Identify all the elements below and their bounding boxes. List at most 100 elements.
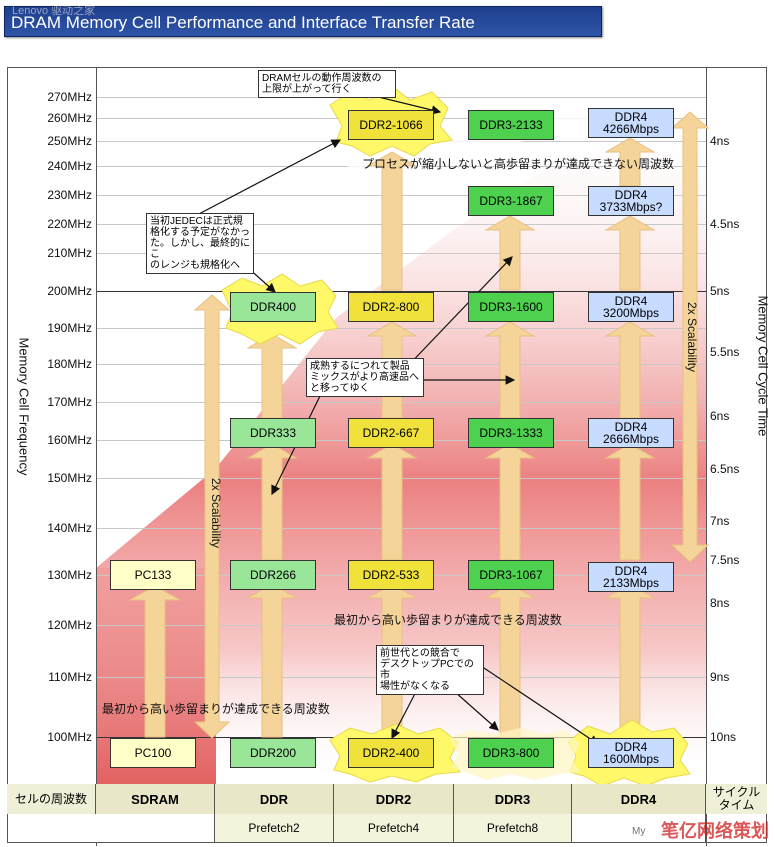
scalability-label-left: 2x Scalability [209, 477, 223, 549]
note-ceiling-line2: 上限が上がって行く [262, 84, 352, 95]
box-ddr4-1600-line2: 1600Mbps [602, 752, 660, 766]
mhz-tick: 130MHz [47, 568, 92, 582]
mhz-tick: 190MHz [47, 321, 92, 335]
box-ddr4-4266: DDR4 4266Mbps [588, 108, 674, 138]
grid-line-200 [96, 291, 706, 292]
box-ddr333: DDR333 [230, 418, 316, 448]
connector-maturity-up [403, 256, 513, 371]
ns-tick: 5ns [710, 284, 730, 298]
note-maturity-line3: と移ってゆく [310, 383, 370, 394]
ns-tick: 8ns [710, 596, 730, 610]
note-competition: 前世代との競合で デスクトップPCでの市 場性がなくなる [376, 645, 484, 695]
arrow-ddr2-4 [366, 151, 418, 291]
box-ddr400: DDR400 [230, 292, 316, 322]
prefetch-ddr4-empty [572, 814, 706, 842]
arrow-ddr4-4 [604, 215, 656, 291]
mhz-tick: 110MHz [48, 670, 92, 684]
note-jedec: 当初JEDECは正式規 格化する予定がなかっ た。しかし、最終的にこ のレンジも… [146, 213, 254, 274]
box-ddr4-1600-line1: DDR4 [614, 740, 648, 754]
box-ddr4-2133-line2: 2133Mbps [602, 576, 660, 590]
ns-tick: 7ns [710, 514, 730, 528]
watermark-small: My [632, 826, 646, 837]
gen-ddr4: DDR4 [572, 784, 706, 814]
watermark-bottom: 笔亿网络策划 [661, 821, 769, 841]
arrow-ddr4-1 [604, 583, 656, 738]
box-ddr4-2666-line2: 2666Mbps [602, 432, 660, 446]
box-ddr200: DDR200 [230, 738, 316, 768]
mhz-tick: 250MHz [47, 134, 92, 148]
note-maturity: 成熟するにつれて製品 ミックスがより高速品へ と移ってゆく [306, 358, 424, 397]
mhz-tick: 140MHz [47, 521, 92, 535]
gen-ddr3: DDR3 [454, 784, 572, 814]
note-ceiling-line1: DRAMセルの動作周波数の [262, 73, 382, 84]
box-pc133: PC133 [110, 560, 196, 590]
scalability-arrow-left [193, 294, 231, 739]
box-ddr266: DDR266 [230, 560, 316, 590]
arrow-ddr4-5 [604, 137, 656, 187]
box-ddr4-2666: DDR4 2666Mbps [588, 418, 674, 448]
arrow-sdram [128, 585, 182, 738]
box-ddr4-1600: DDR4 1600Mbps [588, 738, 674, 768]
ns-tick: 6ns [710, 409, 730, 423]
label-high-yield-mid: 最初から高い歩留まりが達成できる周波数 [334, 613, 562, 627]
scalability-arrow-right [670, 111, 710, 563]
mhz-tick: 180MHz [47, 357, 92, 371]
note-ceiling: DRAMセルの動作周波数の 上限が上がって行く [258, 70, 396, 98]
ns-tick: 9ns [710, 670, 730, 684]
arrow-ddr4-2 [604, 443, 656, 561]
box-ddr2-533: DDR2-533 [348, 560, 434, 590]
mhz-tick: 200MHz [47, 284, 92, 298]
note-jedec-line3: た。しかし、最終的にこ [150, 238, 250, 260]
mhz-tick: 210MHz [47, 246, 92, 260]
label-high-yield-low: 最初から高い歩留まりが達成できる周波数 [102, 702, 330, 716]
mhz-tick: 220MHz [47, 217, 92, 231]
box-ddr4-4266-line1: DDR4 [614, 110, 648, 124]
box-ddr4-3200-line1: DDR4 [614, 294, 648, 308]
scalability-label-right: 2x Scalability [685, 301, 699, 373]
box-ddr4-3733-line2: 3733Mbps? [599, 200, 663, 214]
box-ddr3-800: DDR3-800 [468, 738, 554, 768]
note-maturity-line2: ミックスがより高速品へ [310, 372, 419, 383]
gen-ddr2: DDR2 [334, 784, 454, 814]
arrow-ddr-3 [246, 583, 298, 738]
arrow-ddr3-3 [484, 321, 536, 419]
ns-tick: 10ns [710, 730, 737, 744]
mhz-tick: 120MHz [47, 618, 92, 632]
note-jedec-line4: のレンジも規格化へ [150, 260, 240, 271]
prefetch-ddr: Prefetch2 [215, 814, 334, 842]
cycle-time-line2: タイム [718, 798, 755, 812]
box-ddr3-1867: DDR3-1867 [468, 186, 554, 216]
note-jedec-line2: 格化する予定がなかっ [150, 227, 250, 238]
box-ddr2-667: DDR2-667 [348, 418, 434, 448]
prefetch-empty [96, 814, 215, 842]
mhz-tick: 230MHz [47, 188, 92, 202]
mhz-tick: 170MHz [47, 395, 92, 409]
box-ddr4-3733-line1: DDR4 [614, 188, 648, 202]
box-ddr2-800: DDR2-800 [348, 292, 434, 322]
box-ddr2-1066: DDR2-1066 [348, 110, 434, 140]
prefetch-ddr3: Prefetch8 [454, 814, 572, 842]
note-competition-line3: 場性がなくなる [380, 681, 450, 692]
note-competition-line1: 前世代との競合で [380, 648, 460, 659]
box-ddr4-3200-line2: 3200Mbps [602, 306, 660, 320]
arrow-ddr4-3 [604, 321, 656, 419]
axis-left [96, 68, 97, 846]
gen-sdram: SDRAM [96, 784, 215, 814]
prefetch-ddr2: Prefetch4 [334, 814, 454, 842]
ns-tick: 6.5ns [710, 462, 740, 476]
box-pc100: PC100 [110, 738, 196, 768]
arrow-ddr-2 [246, 333, 298, 419]
connector-jedec-up [194, 139, 342, 217]
box-ddr3-1600: DDR3-1600 [468, 292, 554, 322]
box-ddr2-400: DDR2-400 [348, 738, 434, 768]
cycle-time-line1: サイクル [712, 785, 761, 799]
chart-title: DRAM Memory Cell Performance and Interfa… [4, 6, 602, 37]
connector-competition-c [477, 663, 599, 745]
arrow-ddr-1 [246, 443, 298, 561]
arrow-ddr3-2 [484, 443, 536, 561]
box-ddr4-2133-line1: DDR4 [614, 564, 648, 578]
arrow-ddr2-2 [366, 443, 418, 561]
box-ddr3-1067: DDR3-1067 [468, 560, 554, 590]
mhz-tick: 260MHz [47, 111, 92, 125]
label-process-not-shrink: プロセスが縮小しないと高歩留まりが達成できない周波数 [362, 157, 675, 171]
